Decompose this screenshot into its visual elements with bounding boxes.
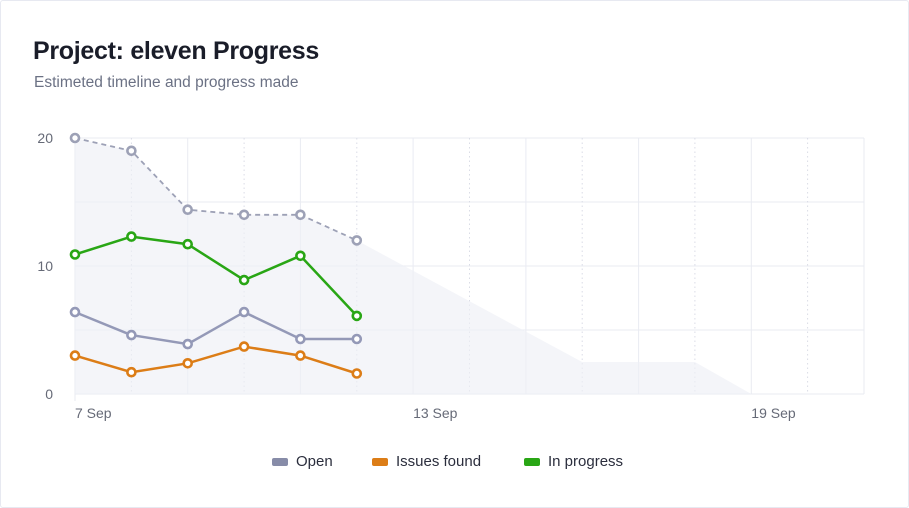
svg-text:7 Sep: 7 Sep	[75, 405, 112, 421]
svg-text:20: 20	[37, 130, 53, 146]
svg-text:0: 0	[45, 386, 53, 402]
svg-text:19 Sep: 19 Sep	[751, 405, 796, 421]
svg-text:13 Sep: 13 Sep	[413, 405, 458, 421]
svg-text:10: 10	[37, 258, 53, 274]
